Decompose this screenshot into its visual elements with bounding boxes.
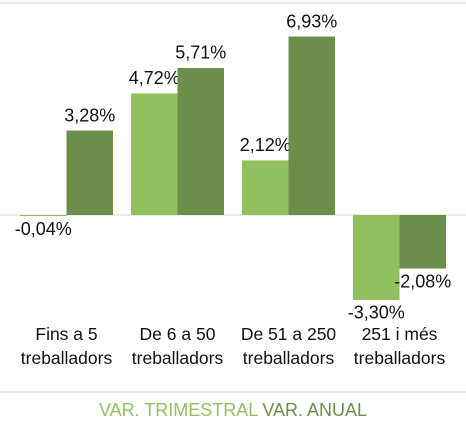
bar: [177, 67, 224, 215]
bar: [242, 160, 289, 215]
x-tick-label: 251 i més treballadors: [353, 324, 446, 368]
data-label: -3,30%: [348, 303, 405, 323]
data-label: -2,08%: [394, 271, 451, 291]
legend: VAR. TRIMESTRAL VAR. ANUAL: [0, 400, 466, 421]
bar: [131, 93, 178, 215]
data-label: 5,71%: [175, 43, 226, 63]
x-tick-label: De 6 a 50 treballadors: [131, 324, 224, 368]
legend-entry: VAR. TRIMESTRAL: [98, 400, 259, 420]
bar: [399, 215, 446, 269]
bar: [66, 130, 113, 215]
x-tick-label: Fins a 5 treballadors: [20, 324, 113, 368]
data-label: -0,04%: [15, 219, 72, 239]
data-label: 2,12%: [240, 135, 291, 155]
bar: [353, 215, 400, 300]
legend-entry: VAR. ANUAL: [262, 400, 368, 420]
data-label: 3,28%: [64, 105, 115, 125]
data-label: 6,93%: [286, 11, 337, 31]
bar: [20, 215, 67, 217]
bar: [288, 36, 335, 215]
x-tick-label: De 51 a 250 treballadors: [240, 324, 337, 368]
data-label: 4,72%: [129, 68, 180, 88]
